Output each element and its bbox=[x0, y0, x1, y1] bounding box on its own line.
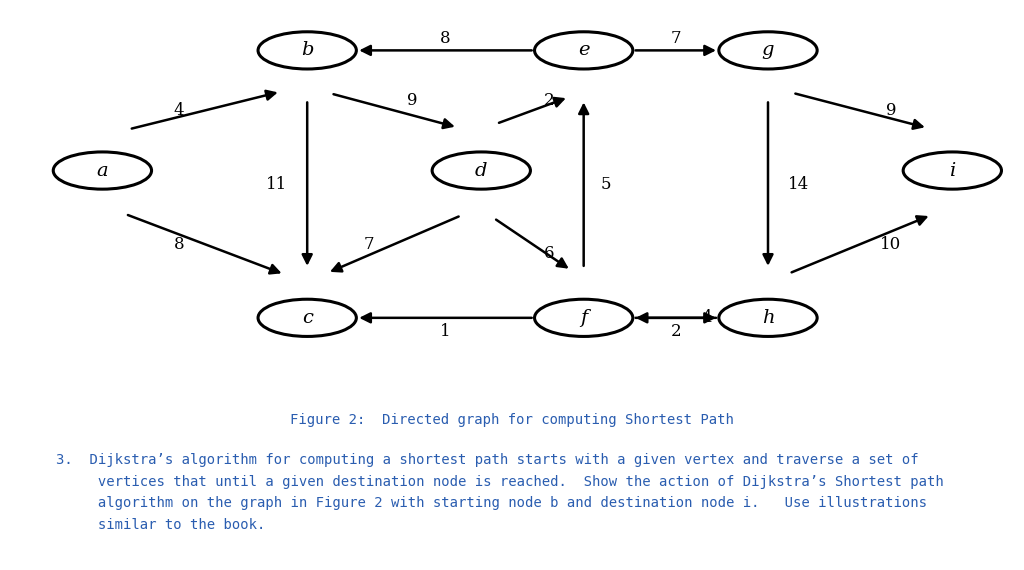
Text: vertices that until a given destination node is reached.  Show the action of Dij: vertices that until a given destination … bbox=[56, 475, 944, 489]
Text: 6: 6 bbox=[544, 245, 554, 262]
Text: 4: 4 bbox=[701, 310, 712, 327]
Text: d: d bbox=[475, 161, 487, 180]
Text: 8: 8 bbox=[440, 30, 451, 47]
Text: 9: 9 bbox=[408, 92, 418, 109]
Circle shape bbox=[258, 32, 356, 69]
Text: 11: 11 bbox=[266, 176, 287, 193]
Circle shape bbox=[432, 152, 530, 189]
Text: 3.  Dijkstra’s algorithm for computing a shortest path starts with a given verte: 3. Dijkstra’s algorithm for computing a … bbox=[56, 453, 919, 467]
Circle shape bbox=[53, 152, 152, 189]
Text: h: h bbox=[762, 309, 774, 327]
Text: e: e bbox=[578, 42, 590, 59]
Circle shape bbox=[903, 152, 1001, 189]
Text: b: b bbox=[301, 42, 313, 59]
Text: 1: 1 bbox=[440, 323, 451, 340]
Text: 2: 2 bbox=[671, 323, 681, 340]
Text: f: f bbox=[580, 309, 588, 327]
Circle shape bbox=[258, 299, 356, 336]
Text: Figure 2:  Directed graph for computing Shortest Path: Figure 2: Directed graph for computing S… bbox=[290, 413, 734, 428]
Text: 14: 14 bbox=[788, 176, 809, 193]
Text: a: a bbox=[96, 161, 109, 180]
Text: i: i bbox=[949, 161, 955, 180]
Circle shape bbox=[535, 299, 633, 336]
Text: algorithm on the graph in Figure 2 with starting node b and destination node i. : algorithm on the graph in Figure 2 with … bbox=[56, 496, 928, 511]
Text: similar to the book.: similar to the book. bbox=[56, 518, 265, 532]
Text: 4: 4 bbox=[174, 102, 184, 119]
Text: 10: 10 bbox=[881, 235, 901, 253]
Text: 7: 7 bbox=[364, 235, 374, 253]
Text: c: c bbox=[302, 309, 312, 327]
Circle shape bbox=[719, 299, 817, 336]
Text: 7: 7 bbox=[671, 30, 681, 47]
Circle shape bbox=[719, 32, 817, 69]
Text: 8: 8 bbox=[174, 235, 184, 253]
Text: 9: 9 bbox=[886, 102, 896, 119]
Text: g: g bbox=[762, 42, 774, 59]
Circle shape bbox=[535, 32, 633, 69]
Text: 5: 5 bbox=[601, 176, 611, 193]
Text: 2: 2 bbox=[544, 92, 554, 109]
